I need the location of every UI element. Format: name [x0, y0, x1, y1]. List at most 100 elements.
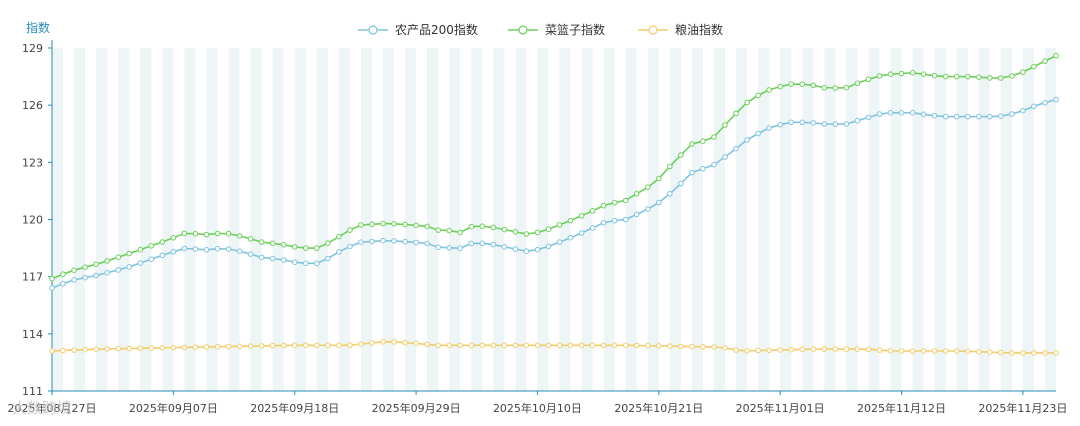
grid-bands: [52, 48, 1056, 391]
grid-band: [316, 48, 328, 391]
data-point: [247, 236, 254, 242]
data-point: [82, 346, 88, 353]
data-point: [1042, 350, 1048, 356]
data-point: [589, 342, 596, 349]
grid-band: [758, 48, 770, 391]
data-point: [413, 222, 419, 229]
data-point: [556, 342, 563, 349]
data-point: [622, 342, 629, 349]
data-point: [799, 119, 806, 126]
data-point: [1042, 99, 1048, 106]
series-line: [51, 340, 1056, 354]
grid-band: [1044, 48, 1056, 391]
series-line: [51, 98, 1057, 289]
data-point: [347, 227, 353, 233]
data-point: [203, 231, 210, 238]
grid-band: [272, 48, 284, 391]
data-point: [909, 70, 916, 76]
grid-band: [360, 48, 372, 391]
data-point: [678, 343, 684, 350]
data-point: [380, 339, 386, 345]
data-point: [722, 122, 728, 128]
data-point: [479, 240, 486, 247]
series-0: [49, 96, 1059, 291]
data-point: [93, 272, 99, 279]
data-point: [854, 117, 861, 124]
legend-marker: [368, 25, 378, 35]
grid-band: [228, 48, 240, 391]
grid-band: [956, 48, 968, 391]
data-point: [678, 180, 684, 187]
grid-band: [184, 48, 196, 391]
data-point: [49, 348, 55, 354]
data-point: [225, 246, 232, 252]
legend-label[interactable]: 菜篮子指数: [545, 22, 605, 37]
data-point: [258, 343, 265, 349]
data-point: [435, 227, 442, 233]
data-point: [391, 238, 397, 244]
data-point: [115, 267, 121, 273]
data-point: [887, 110, 894, 116]
data-point: [667, 191, 673, 197]
grid-band: [912, 48, 924, 391]
data-point: [358, 341, 364, 347]
data-point: [479, 342, 486, 349]
data-point: [622, 216, 629, 223]
data-point: [645, 342, 651, 349]
data-point: [71, 267, 77, 274]
data-point: [214, 343, 221, 350]
data-point: [446, 245, 453, 251]
grid-band: [890, 48, 902, 391]
data-point: [1009, 111, 1015, 117]
data-point: [380, 220, 386, 227]
x-tick-label: 2025年11月01日: [736, 401, 825, 415]
data-point: [71, 347, 77, 353]
series-1: [49, 52, 1059, 282]
data-point: [589, 225, 596, 231]
grid-band: [802, 48, 814, 391]
data-point: [964, 113, 971, 120]
data-point: [236, 233, 243, 239]
data-point: [512, 229, 519, 235]
data-point: [280, 241, 287, 248]
x-tick-label: 2025年10月10日: [493, 401, 582, 415]
data-point: [942, 113, 949, 120]
data-point: [689, 169, 695, 176]
data-point: [711, 134, 717, 140]
data-point: [744, 137, 750, 143]
data-point: [60, 271, 66, 278]
data-point: [998, 113, 1004, 119]
data-point: [600, 202, 607, 209]
data-point: [953, 73, 960, 80]
data-point: [347, 243, 353, 250]
data-point: [325, 342, 331, 349]
data-point: [777, 83, 784, 90]
data-point: [810, 120, 817, 126]
data-point: [225, 230, 232, 237]
data-point: [225, 343, 232, 350]
y-tick-label: 129: [22, 42, 43, 55]
data-point: [137, 260, 144, 266]
grid-band: [559, 48, 571, 391]
data-point: [832, 346, 839, 352]
data-point: [755, 347, 761, 354]
data-point: [93, 346, 99, 353]
data-point: [1020, 350, 1026, 356]
grid-band: [625, 48, 637, 391]
data-point: [744, 348, 750, 354]
data-point: [667, 163, 673, 170]
grid-band: [206, 48, 218, 391]
legend-label[interactable]: 农产品200指数: [395, 22, 478, 37]
data-point: [258, 239, 265, 245]
data-point: [920, 71, 927, 77]
series-2: [49, 339, 1059, 356]
data-point: [744, 99, 750, 106]
data-point: [512, 246, 519, 252]
grid-band: [382, 48, 395, 391]
data-point: [1009, 350, 1015, 356]
legend-label[interactable]: 粮油指数: [675, 22, 723, 37]
data-point: [600, 342, 607, 349]
grid-band: [162, 48, 174, 391]
y-tick-label: 120: [22, 214, 43, 227]
data-point: [567, 342, 574, 349]
